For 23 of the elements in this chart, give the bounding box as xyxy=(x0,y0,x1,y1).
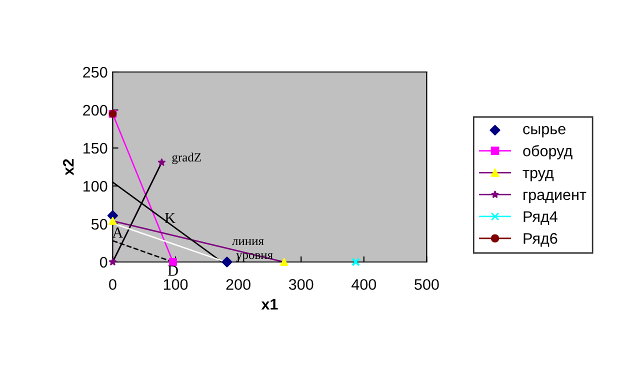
x-tick-label: 100 xyxy=(164,279,188,290)
x-tick-label: 200 xyxy=(226,279,250,290)
y-tick-label: 250 xyxy=(83,66,108,78)
y-tick-label: 150 xyxy=(84,142,108,154)
y-axis-title: x2 xyxy=(62,159,74,176)
annotation: D xyxy=(168,266,178,276)
y-tick-label: 0 xyxy=(100,256,108,268)
x-tick-label: 300 xyxy=(288,279,314,290)
legend-label: Ряд6 xyxy=(524,233,558,247)
legend-label: оборуд xyxy=(523,144,572,160)
x-tick-label: 500 xyxy=(414,279,439,290)
legend-label: градиент xyxy=(524,192,586,204)
x-axis-title: x1 xyxy=(261,299,278,310)
legend-label: Ряд4 xyxy=(524,211,558,225)
annotation: gradZ xyxy=(172,152,201,164)
legend-label: труд xyxy=(522,170,554,182)
y-tick-label: 100 xyxy=(84,180,108,192)
annotation: линия xyxy=(232,239,264,246)
y-tick-label: 50 xyxy=(91,218,108,230)
legend-label: сырье xyxy=(523,126,566,138)
x-tick-label: 0 xyxy=(109,279,116,290)
y-tick-label: 200 xyxy=(83,104,108,116)
x-tick-label: 400 xyxy=(352,279,376,290)
